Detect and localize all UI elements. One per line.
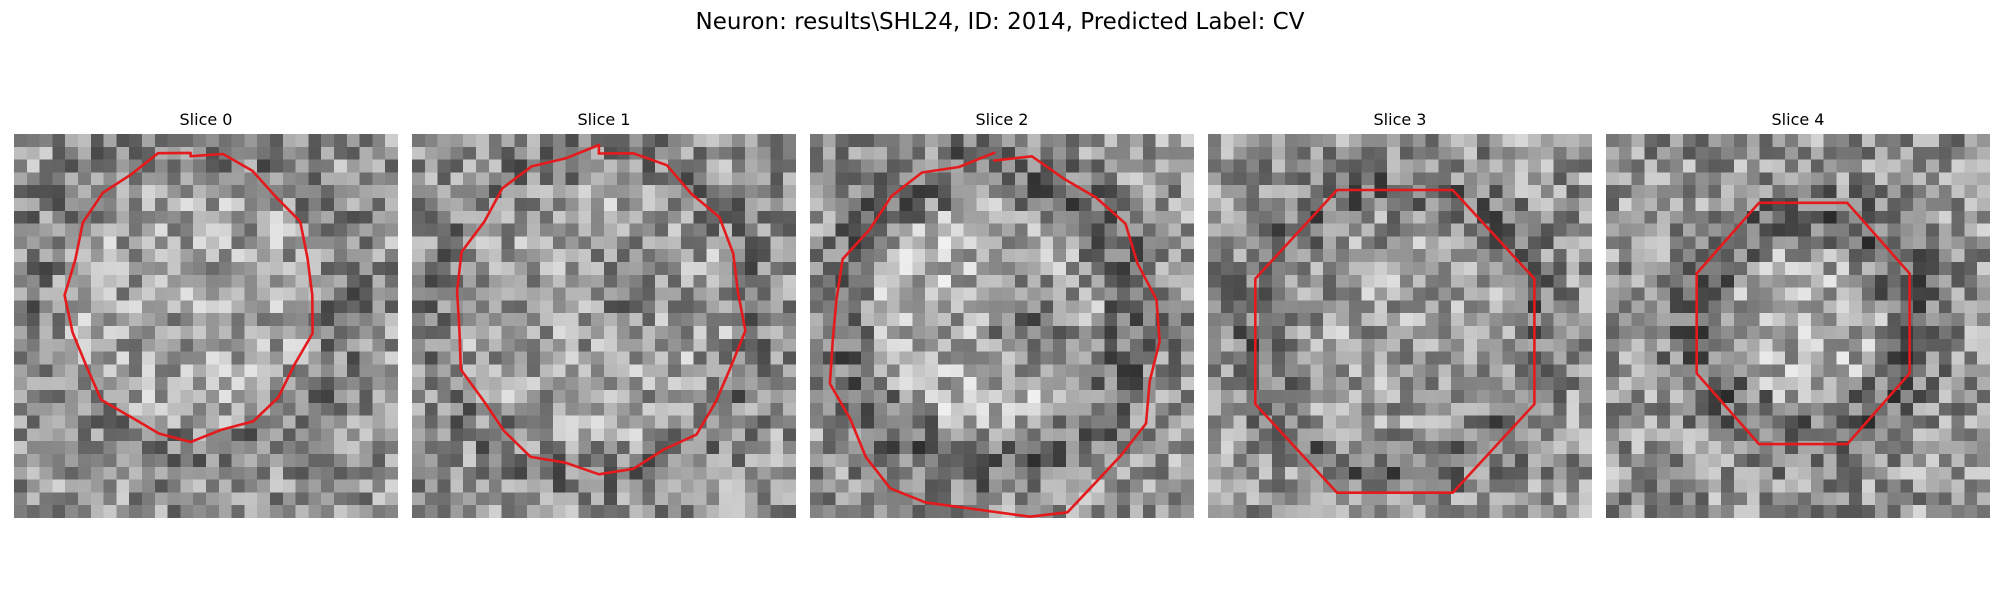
slice-image	[1606, 134, 1990, 518]
slice-panel-2: Slice 2	[810, 110, 1194, 518]
slice-panel-0: Slice 0	[14, 110, 398, 518]
slice-panel-1: Slice 1	[412, 110, 796, 518]
figure-title: Neuron: results\SHL24, ID: 2014, Predict…	[695, 9, 1305, 35]
slice-title: Slice 1	[577, 110, 631, 129]
slice-panel-3: Slice 3	[1208, 110, 1592, 518]
slice-image	[1208, 134, 1592, 518]
slice-title: Slice 2	[975, 110, 1029, 129]
roi-contour	[455, 143, 747, 476]
roi-contour	[63, 151, 314, 444]
slice-title: Slice 0	[179, 110, 233, 129]
slice-image	[810, 134, 1194, 518]
roi-contour	[1695, 201, 1911, 446]
slice-image	[14, 134, 398, 518]
slice-image	[412, 134, 796, 518]
roi-contour	[828, 151, 1161, 518]
roi-contour	[1254, 188, 1536, 494]
slice-title: Slice 4	[1771, 110, 1825, 129]
slice-panel-4: Slice 4	[1606, 110, 1990, 518]
slice-title: Slice 3	[1373, 110, 1427, 129]
